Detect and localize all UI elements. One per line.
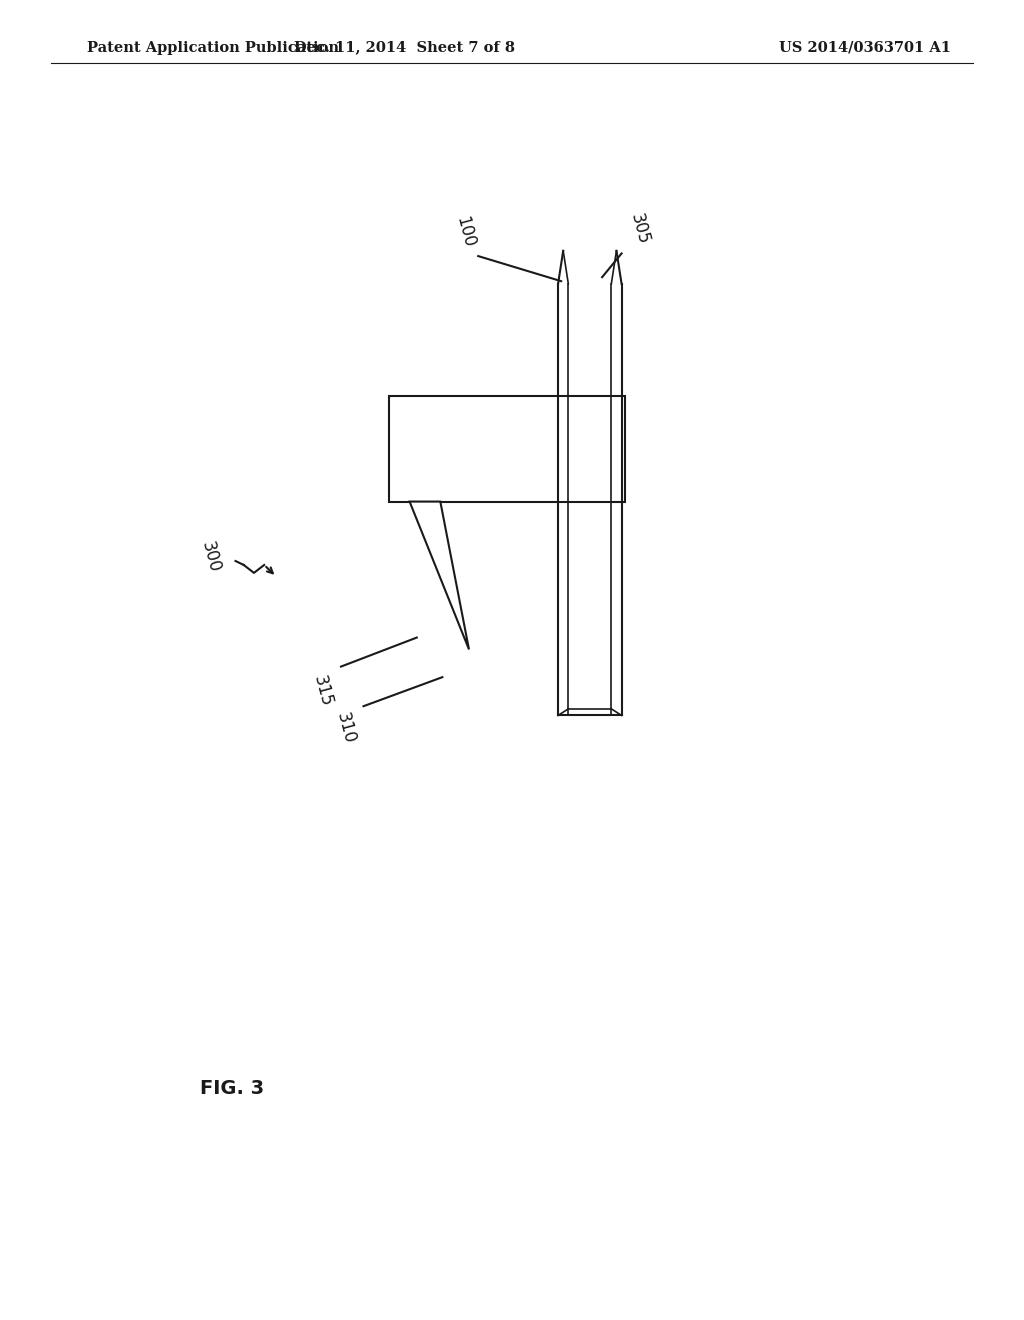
Text: 305: 305 [627, 211, 652, 247]
Text: 100: 100 [453, 214, 478, 249]
Bar [389, 396, 625, 502]
Text: 310: 310 [333, 710, 358, 746]
Text: Dec. 11, 2014  Sheet 7 of 8: Dec. 11, 2014 Sheet 7 of 8 [294, 41, 515, 54]
Polygon shape [410, 502, 469, 649]
Text: FIG. 3: FIG. 3 [200, 1080, 264, 1098]
Text: 300: 300 [198, 540, 223, 574]
Text: Patent Application Publication: Patent Application Publication [87, 41, 339, 54]
Text: 315: 315 [310, 673, 336, 709]
Text: US 2014/0363701 A1: US 2014/0363701 A1 [779, 41, 951, 54]
